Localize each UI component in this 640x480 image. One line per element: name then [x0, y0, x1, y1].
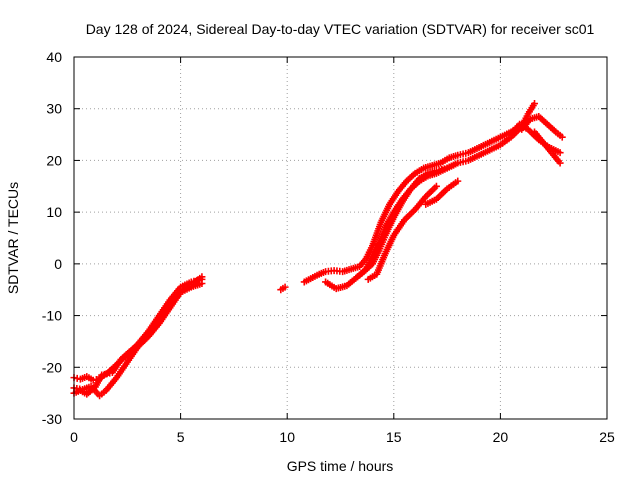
- x-tick-label: 25: [599, 429, 615, 445]
- x-tick-label: 15: [386, 429, 402, 445]
- chart-title: Day 128 of 2024, Sidereal Day-to-day VTE…: [86, 21, 595, 37]
- data-point: [281, 283, 289, 291]
- data-point: [432, 182, 440, 190]
- y-tick-label: -10: [42, 308, 62, 324]
- y-tick-label: -30: [42, 411, 62, 427]
- data-point: [454, 177, 462, 185]
- y-tick-label: 10: [46, 204, 62, 220]
- data-point: [531, 100, 539, 108]
- x-tick-label: 20: [493, 429, 509, 445]
- x-tick-label: 10: [279, 429, 295, 445]
- y-tick-label: 40: [46, 49, 62, 65]
- y-tick-label: 20: [46, 152, 62, 168]
- data-point: [556, 149, 564, 157]
- y-tick-label: 30: [46, 101, 62, 117]
- plot-frame: [73, 56, 608, 420]
- grid-layer: [74, 57, 607, 419]
- data-point: [556, 159, 564, 167]
- series-track-8: [364, 182, 440, 283]
- x-tick-label: 5: [177, 429, 185, 445]
- data-points-layer: [70, 100, 566, 400]
- x-axis-label: GPS time / hours: [287, 458, 394, 474]
- series-track-4: [277, 283, 289, 294]
- data-point: [198, 273, 206, 281]
- y-axis-label: SDTVAR / TECUs: [5, 182, 21, 294]
- y-tick-label: -20: [42, 359, 62, 375]
- series-track-7: [354, 159, 462, 281]
- data-point: [198, 280, 206, 288]
- series-track-5: [300, 120, 526, 286]
- series-track-9: [422, 177, 462, 208]
- data-point: [558, 133, 566, 141]
- x-tick-label: 0: [70, 429, 78, 445]
- series-track-12: [507, 120, 564, 157]
- y-tick-label: 0: [54, 256, 62, 272]
- data-point: [454, 159, 462, 167]
